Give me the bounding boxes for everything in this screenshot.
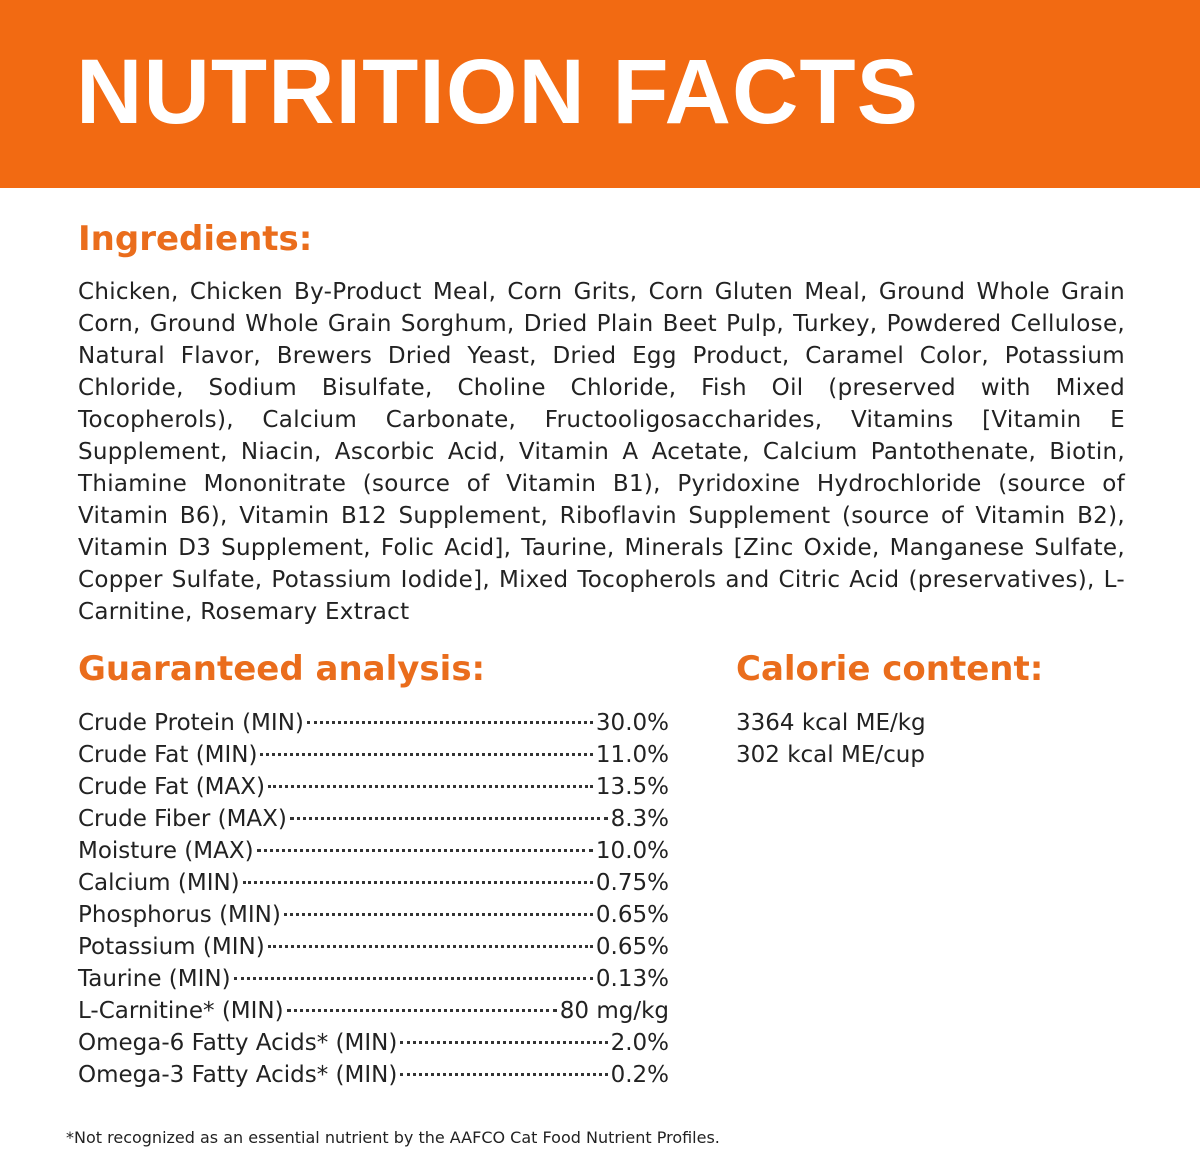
nutrient-label: Crude Fat (MIN) bbox=[78, 742, 258, 768]
dot-leader bbox=[306, 721, 593, 724]
dot-leader bbox=[400, 1041, 608, 1044]
nutrient-value: 30.0% bbox=[595, 710, 669, 736]
calorie-line: 3364 kcal ME/kg bbox=[736, 710, 926, 736]
analysis-row: Potassium (MIN) 0.65% bbox=[78, 931, 669, 963]
dot-leader bbox=[242, 881, 593, 884]
dot-leader bbox=[260, 753, 593, 756]
dot-leader bbox=[267, 945, 593, 948]
nutrient-label: Phosphorus (MIN) bbox=[78, 902, 281, 928]
nutrient-label: Omega-6 Fatty Acids* (MIN) bbox=[78, 1030, 398, 1056]
dot-leader bbox=[283, 913, 593, 916]
analysis-row: Omega-6 Fatty Acids* (MIN) 2.0% bbox=[78, 1027, 669, 1059]
nutrient-label: Potassium (MIN) bbox=[78, 934, 265, 960]
calorie-heading: Calorie content: bbox=[736, 649, 1044, 689]
ingredients-heading: Ingredients: bbox=[78, 219, 313, 259]
analysis-row: Crude Fat (MAX) 13.5% bbox=[78, 771, 669, 803]
nutrient-value: 0.13% bbox=[595, 966, 669, 992]
dot-leader bbox=[256, 849, 593, 852]
page-title: NUTRITION FACTS bbox=[76, 41, 919, 143]
nutrient-value: 11.0% bbox=[595, 742, 669, 768]
nutrient-value: 10.0% bbox=[595, 838, 669, 864]
dot-leader bbox=[289, 817, 608, 820]
ingredients-text: Chicken, Chicken By-Product Meal, Corn G… bbox=[78, 279, 1125, 625]
nutrient-label: Moisture (MAX) bbox=[78, 838, 254, 864]
analysis-row: Crude Fat (MIN) 11.0% bbox=[78, 739, 669, 771]
nutrient-value: 0.75% bbox=[595, 870, 669, 896]
analysis-row: Moisture (MAX) 10.0% bbox=[78, 835, 669, 867]
nutrient-label: Omega-3 Fatty Acids* (MIN) bbox=[78, 1062, 398, 1088]
nutrient-label: Calcium (MIN) bbox=[78, 870, 240, 896]
dot-leader bbox=[400, 1073, 608, 1076]
nutrient-value: 80 mg/kg bbox=[559, 998, 669, 1024]
analysis-row: Crude Fiber (MAX) 8.3% bbox=[78, 803, 669, 835]
analysis-row: Crude Protein (MIN) 30.0% bbox=[78, 707, 669, 739]
nutrient-value: 0.2% bbox=[610, 1062, 669, 1088]
nutrient-value: 8.3% bbox=[610, 806, 669, 832]
analysis-row: Taurine (MIN) 0.13% bbox=[78, 963, 669, 995]
analysis-row: L-Carnitine* (MIN) 80 mg/kg bbox=[78, 995, 669, 1027]
analysis-row: Phosphorus (MIN) 0.65% bbox=[78, 899, 669, 931]
nutrient-label: Crude Fat (MAX) bbox=[78, 774, 265, 800]
nutrient-value: 2.0% bbox=[610, 1030, 669, 1056]
nutrient-label: Crude Fiber (MAX) bbox=[78, 806, 287, 832]
dot-leader bbox=[233, 977, 593, 980]
nutrient-value: 0.65% bbox=[595, 902, 669, 928]
analysis-heading: Guaranteed analysis: bbox=[78, 649, 486, 689]
dot-leader bbox=[267, 785, 593, 788]
nutrient-value: 0.65% bbox=[595, 934, 669, 960]
analysis-row: Omega-3 Fatty Acids* (MIN) 0.2% bbox=[78, 1059, 669, 1091]
nutrient-label: Taurine (MIN) bbox=[78, 966, 231, 992]
dot-leader bbox=[286, 1009, 557, 1012]
analysis-row: Calcium (MIN) 0.75% bbox=[78, 867, 669, 899]
analysis-list: Crude Protein (MIN) 30.0% Crude Fat (MIN) 1… bbox=[78, 707, 669, 1091]
calorie-line: 302 kcal ME/cup bbox=[736, 742, 925, 768]
nutrient-label: Crude Protein (MIN) bbox=[78, 710, 304, 736]
nutrient-label: L-Carnitine* (MIN) bbox=[78, 998, 284, 1024]
header-bar: NUTRITION FACTS bbox=[0, 0, 1200, 188]
calorie-list: 3364 kcal ME/kg 302 kcal ME/cup bbox=[736, 707, 926, 771]
footnote: *Not recognized as an essential nutrient… bbox=[66, 1128, 720, 1147]
nutrient-value: 13.5% bbox=[595, 774, 669, 800]
